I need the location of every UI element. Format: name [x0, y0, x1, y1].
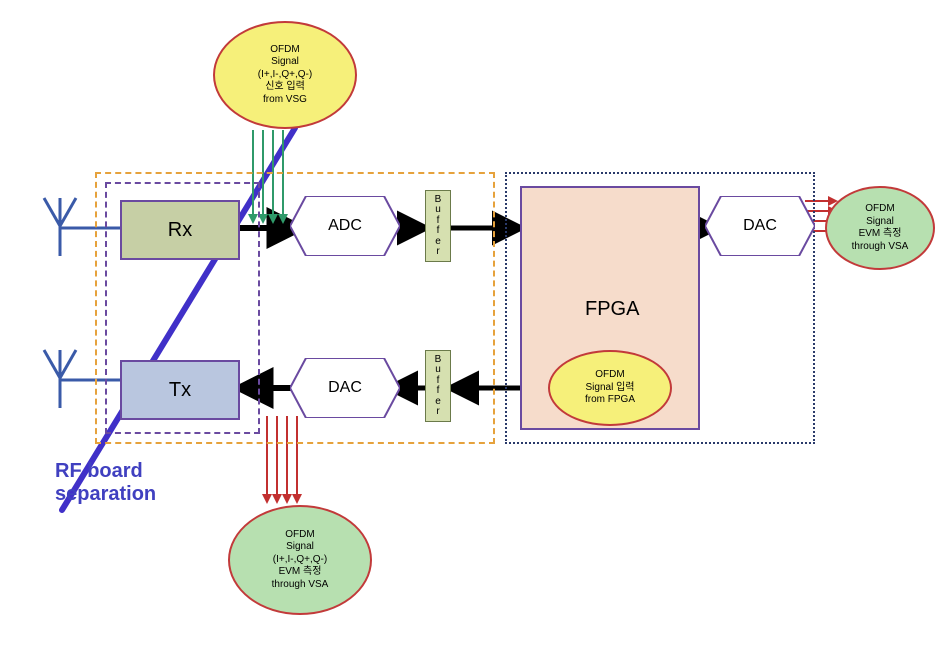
ofdm-fpga-note: OFDM Signal 입력 from FPGA [548, 350, 672, 426]
dac-output-block: DAC [705, 196, 815, 256]
rf-separation-label: RF board separation [55, 460, 156, 506]
adc-label: ADC [328, 217, 362, 235]
tx-block: Tx [120, 360, 240, 420]
buffer-rx-label: B u f f e r [435, 195, 442, 258]
dac-tx-block: DAC [290, 358, 400, 418]
ofdm-vsa-right-note: OFDM Signal EVM 측정 through VSA [825, 186, 935, 270]
buffer-tx-label: B u f f e r [435, 355, 442, 418]
ofdm-vsa-bottom-note: OFDM Signal (I+,I-,Q+,Q-) EVM 측정 through… [228, 505, 372, 615]
tx-label: Tx [169, 379, 191, 402]
buffer-rx: B u f f e r [425, 190, 451, 262]
ofdm-vsg-text: OFDM Signal (I+,I-,Q+,Q-) 신호 입력 from VSG [258, 44, 312, 107]
rx-block: Rx [120, 200, 240, 260]
adc-block: ADC [290, 196, 400, 256]
ofdm-vsg-note: OFDM Signal (I+,I-,Q+,Q-) 신호 입력 from VSG [213, 21, 357, 129]
ofdm-vsa-right-text: OFDM Signal EVM 측정 through VSA [852, 203, 909, 253]
ofdm-fpga-text: OFDM Signal 입력 from FPGA [585, 369, 635, 407]
diagram-canvas: Rx Tx FPGA ADC DAC DAC B u f f e r B u f… [0, 0, 942, 650]
buffer-tx: B u f f e r [425, 350, 451, 422]
rx-label: Rx [168, 219, 192, 242]
dac2-label: DAC [328, 379, 362, 397]
dac1-label: DAC [743, 217, 777, 235]
ofdm-vsa-bottom-text: OFDM Signal (I+,I-,Q+,Q-) EVM 측정 through… [272, 529, 329, 592]
fpga-label: FPGA [585, 298, 639, 321]
